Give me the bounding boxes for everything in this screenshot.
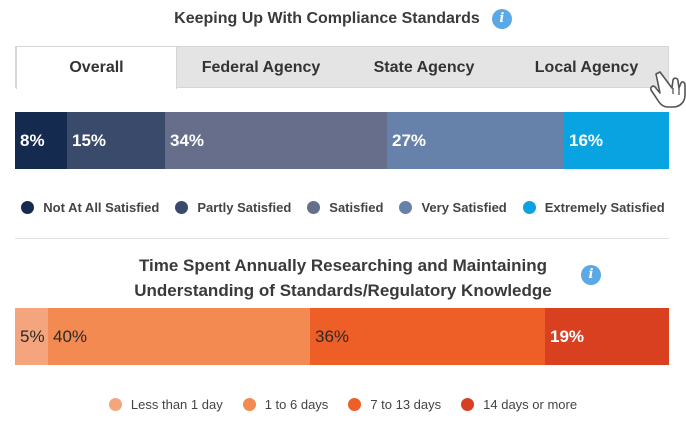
bar-segment: 8% (15, 112, 67, 169)
legend-item[interactable]: Satisfied (307, 200, 383, 215)
tab-overall[interactable]: Overall (16, 46, 177, 89)
legend-time-spent: Less than 1 day 1 to 6 days 7 to 13 days 14… (0, 397, 686, 412)
chart-title-time-spent: Time Spent Annually Researching and Main… (0, 253, 686, 303)
legend-label: 1 to 6 days (264, 397, 329, 412)
legend-item[interactable]: 1 to 6 days (242, 397, 329, 412)
data-label: 27% (392, 130, 427, 150)
data-label: 15% (72, 130, 107, 150)
pointer-hand-icon (650, 71, 686, 108)
tab-bar: Overall Federal Agency State Agency Loca… (15, 46, 669, 89)
legend-dot-icon (175, 201, 189, 214)
legend-dot-icon (399, 201, 413, 214)
chart-title-compliance: Keeping Up With Compliance Standards i (0, 9, 686, 29)
legend-dot-icon (461, 398, 475, 411)
bar-segment: 15% (67, 112, 165, 169)
data-label: 34% (170, 130, 205, 150)
data-label: 19% (550, 326, 585, 346)
stacked-bar-time-spent: 5% 40% 36% 19% (15, 308, 669, 365)
legend-dot-icon (108, 398, 122, 411)
data-label: 40% (53, 326, 88, 346)
stacked-bar-satisfaction: 8% 15% 34% 27% 16% (15, 112, 669, 169)
data-label: 16% (569, 130, 604, 150)
tab-local-agency[interactable]: Local Agency (534, 59, 639, 76)
legend-dot-icon (348, 398, 362, 411)
legend-dot-icon (21, 201, 35, 214)
bar-segment: 36% (310, 308, 545, 365)
legend-dot-icon (307, 201, 321, 214)
legend-label: Not At All Satisfied (43, 200, 160, 215)
chart-title-text: Keeping Up With Compliance Standards (174, 10, 480, 28)
legend-label: Extremely Satisfied (544, 200, 665, 215)
bar-segment: 16% (564, 112, 669, 169)
legend-label: Very Satisfied (421, 200, 507, 215)
tab-federal-agency[interactable]: Federal Agency (201, 59, 321, 76)
legend-item[interactable]: Not At All Satisfied (21, 200, 159, 215)
legend-item[interactable]: Less than 1 day (108, 397, 223, 412)
data-label: 5% (20, 326, 45, 346)
section-divider (15, 238, 669, 239)
data-label: 8% (20, 130, 45, 150)
legend-label: Satisfied (329, 200, 384, 215)
chart-title-line1: Time Spent Annually Researching and Main… (138, 256, 548, 275)
legend-item[interactable]: 14 days or more (461, 397, 577, 412)
bar-segment: 5% (15, 308, 48, 365)
data-label: 36% (315, 326, 350, 346)
legend-dot-icon (522, 201, 536, 214)
legend-label: Partly Satisfied (197, 200, 292, 215)
bar-segment: 19% (545, 308, 669, 365)
legend-label: Less than 1 day (130, 397, 223, 412)
legend-item[interactable]: Partly Satisfied (175, 200, 291, 215)
bar-segment: 40% (48, 308, 310, 365)
bar-segment: 27% (387, 112, 564, 169)
info-icon[interactable]: i (581, 265, 601, 285)
legend-satisfaction: Not At All Satisfied Partly Satisfied Sati… (0, 200, 686, 215)
legend-dot-icon (242, 398, 256, 411)
bar-segment: 34% (165, 112, 387, 169)
legend-item[interactable]: 7 to 13 days (348, 397, 441, 412)
chart-title-line2: Understanding of Standards/Regulatory Kn… (134, 281, 552, 300)
legend-item[interactable]: Extremely Satisfied (522, 200, 665, 215)
legend-label: 7 to 13 days (370, 397, 442, 412)
legend-item[interactable]: Very Satisfied (399, 200, 507, 215)
tab-state-agency[interactable]: State Agency (373, 59, 475, 76)
info-icon[interactable]: i (491, 9, 512, 29)
legend-label: 14 days or more (483, 397, 578, 412)
